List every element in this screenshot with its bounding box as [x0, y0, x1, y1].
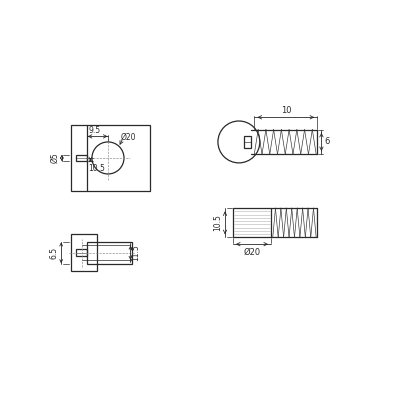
Bar [76, 249, 87, 256]
Text: 6: 6 [324, 138, 330, 146]
Text: Ø20: Ø20 [244, 248, 260, 257]
Text: Ø20: Ø20 [120, 133, 136, 142]
Text: 6.5: 6.5 [50, 247, 59, 259]
Bar [76, 154, 87, 161]
Bar [71, 234, 97, 271]
Text: 9.5: 9.5 [88, 126, 100, 135]
Text: 10.5: 10.5 [88, 164, 105, 173]
Text: 10.5: 10.5 [213, 214, 222, 231]
Text: Ø5: Ø5 [50, 152, 59, 163]
Text: 11.5: 11.5 [132, 244, 141, 261]
Bar [233, 208, 271, 238]
Text: 10: 10 [281, 106, 291, 115]
Bar [71, 125, 150, 191]
Bar [87, 242, 132, 264]
Bar [244, 136, 251, 148]
